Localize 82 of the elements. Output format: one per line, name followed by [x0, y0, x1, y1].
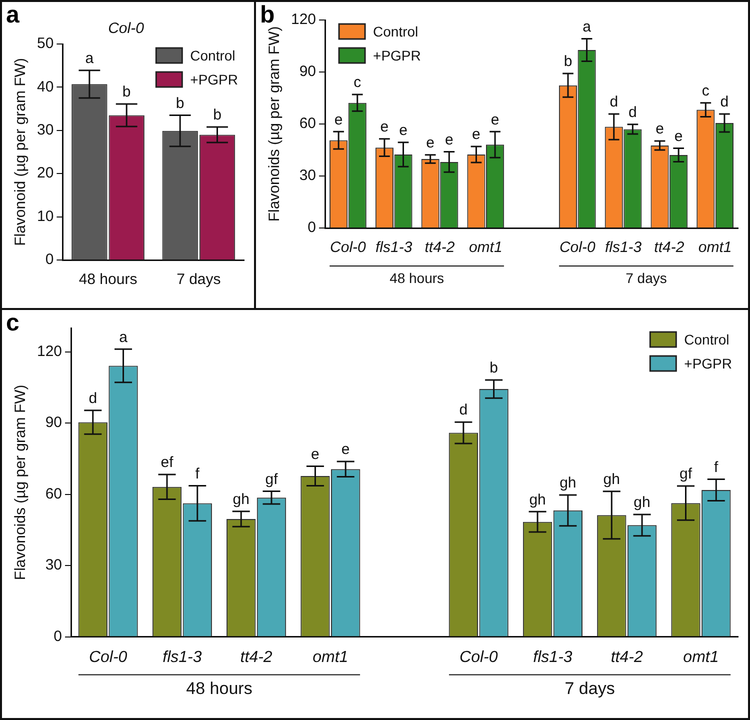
- data-label: d: [628, 104, 637, 121]
- data-label: d: [610, 94, 618, 111]
- y-axis-title: Flavonoids (µg per gram FW): [266, 26, 284, 222]
- data-label: d: [459, 402, 468, 419]
- y-tick-label: 90: [299, 63, 316, 80]
- data-label: a: [85, 50, 94, 67]
- data-label: e: [674, 128, 683, 145]
- y-tick-label: 40: [36, 78, 54, 96]
- text: 48 hours: [186, 678, 252, 698]
- x-tick-label: tt4-2: [654, 239, 685, 256]
- data-label: c: [702, 82, 710, 100]
- x-tick-label: Col-0: [559, 239, 596, 256]
- data-label: e: [380, 118, 389, 136]
- data-label: e: [656, 120, 664, 138]
- y-tick-label: 0: [308, 219, 316, 236]
- y-tick-label: 60: [45, 485, 62, 502]
- x-tick-label: fls1-3: [376, 239, 413, 256]
- legend-label: Control: [190, 47, 236, 64]
- data-label: ef: [160, 454, 174, 472]
- y-tick-label: 0: [54, 628, 62, 645]
- data-label: e: [341, 441, 350, 458]
- legend-label: +PGPR: [190, 71, 238, 88]
- y-tick-label: 30: [45, 556, 62, 574]
- x-tick-label: Col-0: [88, 648, 128, 666]
- x-tick-label: fls1-3: [533, 648, 572, 666]
- x-tick-label: fls1-3: [604, 239, 642, 256]
- text: a: [6, 2, 20, 29]
- chart-title: Col-0: [108, 20, 145, 38]
- x-tick-label: omt1: [468, 239, 502, 256]
- y-tick-label: 20: [36, 164, 54, 182]
- data-label: gf: [265, 470, 279, 488]
- x-tick-label: Col-0: [330, 239, 367, 256]
- data-label: gh: [560, 474, 576, 492]
- x-tick-label: omt1: [312, 648, 348, 666]
- data-label: f: [195, 465, 200, 482]
- y-tick-label: 90: [45, 414, 62, 432]
- data-label: gh: [634, 494, 650, 512]
- data-label: b: [122, 84, 131, 101]
- y-tick-label: 60: [299, 115, 316, 132]
- data-label: e: [311, 446, 320, 463]
- data-label: e: [334, 111, 343, 128]
- text: c: [6, 310, 20, 337]
- data-label: gh: [529, 491, 546, 508]
- data-label: b: [490, 360, 498, 377]
- data-label: b: [564, 53, 572, 70]
- y-tick-label: 120: [290, 11, 316, 28]
- data-label: a: [119, 328, 128, 346]
- x-tick-label: tt4-2: [424, 239, 456, 256]
- data-label: d: [88, 390, 98, 408]
- legend-label: +PGPR: [373, 47, 421, 64]
- data-label: c: [354, 74, 362, 92]
- data-label: e: [472, 126, 480, 144]
- x-tick-label: omt1: [698, 239, 732, 256]
- data-label: f: [714, 458, 720, 476]
- data-label: gf: [679, 466, 693, 483]
- data-label: a: [582, 18, 592, 36]
- y-tick-label: 30: [36, 122, 54, 139]
- y-axis-title: Flavonoids (µg per gram FW): [12, 384, 30, 580]
- y-tick-label: 30: [299, 167, 316, 184]
- legend-label: Control: [373, 23, 418, 40]
- y-axis-title: Flavonoid (µg per gram FW): [12, 58, 30, 246]
- text: 7 days: [564, 678, 615, 698]
- data-label: d: [720, 94, 729, 111]
- x-tick-label: tt4-2: [610, 648, 643, 666]
- legend-label: +PGPR: [684, 355, 732, 372]
- y-tick-label: 10: [36, 208, 54, 225]
- data-label: e: [490, 111, 500, 128]
- data-label: b: [213, 106, 222, 124]
- data-label: e: [426, 134, 435, 152]
- data-label: e: [399, 122, 408, 140]
- y-tick-label: 50: [36, 35, 54, 52]
- y-tick-label: 120: [36, 342, 62, 360]
- x-tick-label: Col-0: [460, 648, 498, 666]
- x-tick-label: omt1: [683, 648, 719, 666]
- legend-label: Control: [684, 331, 730, 348]
- data-label: e: [444, 131, 454, 148]
- x-tick-label: fls1-3: [162, 648, 202, 666]
- data-label: gh: [603, 471, 620, 488]
- y-tick-label: 0: [45, 251, 54, 268]
- data-label: b: [176, 94, 184, 112]
- data-label: gh: [232, 491, 250, 508]
- x-tick-label: tt4-2: [240, 648, 272, 666]
